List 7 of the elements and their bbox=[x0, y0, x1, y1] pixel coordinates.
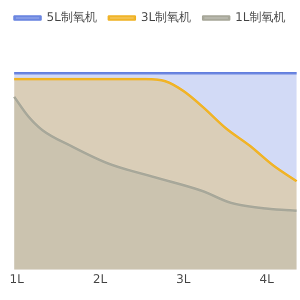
legend-label: 1L制氧机 bbox=[235, 10, 286, 24]
legend-label: 3L制氧机 bbox=[140, 10, 192, 24]
x-tick-label: 2L bbox=[92, 272, 108, 286]
x-tick-label: 1L bbox=[10, 272, 24, 286]
x-tick-label: 4L bbox=[260, 272, 274, 286]
x-tick-label: 3L bbox=[176, 272, 191, 286]
legend-label: 5L制氧机 bbox=[46, 10, 97, 24]
